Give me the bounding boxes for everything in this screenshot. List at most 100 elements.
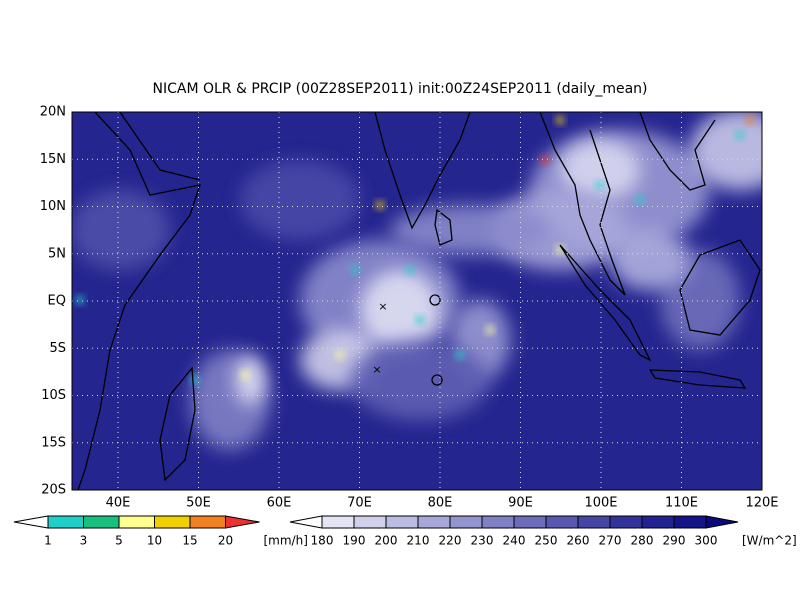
colorbar-box — [321, 515, 355, 529]
colorbar-box — [577, 515, 611, 529]
colorbar-label: 200 — [375, 534, 398, 548]
cloud-area — [360, 270, 440, 350]
cloud-area — [235, 355, 265, 405]
colorbar-label: 190 — [343, 534, 366, 548]
colorbar-label: 15 — [182, 534, 197, 548]
cloud-area — [560, 140, 640, 200]
precip-spot — [336, 351, 344, 359]
map-title: NICAM OLR & PRCIP (00Z28SEP2011) init:00… — [152, 81, 647, 97]
lat-label: 20S — [41, 483, 66, 498]
colorbar-label: 280 — [631, 534, 654, 548]
cloud-area — [690, 112, 762, 190]
lat-label: 10S — [41, 388, 66, 403]
colorbar-box — [353, 515, 387, 529]
colorbar-label: 290 — [663, 534, 686, 548]
precip-spot — [746, 116, 754, 124]
colorbar-unit: [W/m^2] — [742, 534, 797, 548]
colorbar-label: 240 — [503, 534, 526, 548]
colorbar-box — [449, 515, 483, 529]
precip-spot — [541, 156, 549, 164]
lat-label: 20N — [40, 105, 66, 120]
colorbar-end — [705, 515, 739, 529]
map-field: ×× — [72, 112, 762, 490]
colorbar-box — [545, 515, 579, 529]
colorbar-label: 10 — [147, 534, 162, 548]
coastline — [429, 294, 443, 386]
colorbar-box — [609, 515, 643, 529]
precip-spot — [456, 351, 464, 359]
colorbar-label: 260 — [567, 534, 590, 548]
precip-spot — [736, 131, 744, 139]
coastline — [374, 112, 471, 230]
coastline — [434, 208, 453, 246]
lat-label: 15S — [41, 435, 66, 450]
lon-label: 40E — [106, 496, 131, 511]
coastline — [539, 112, 626, 296]
colorbar-label: 220 — [439, 534, 462, 548]
station-marker: × — [378, 300, 387, 313]
lon-label: 110E — [665, 496, 698, 511]
lat-label: 10N — [40, 199, 66, 214]
coastline — [159, 366, 196, 482]
precip-spot — [486, 326, 494, 334]
colorbar-label: 210 — [407, 534, 430, 548]
precip-spot — [376, 201, 384, 209]
map-frame — [71, 111, 763, 491]
precip-spot — [76, 296, 84, 304]
colorbar-label: 3 — [80, 534, 88, 548]
station-marker: × — [372, 363, 381, 376]
colorbar-label: 250 — [535, 534, 558, 548]
colorbar-box — [417, 515, 451, 529]
precip-spot — [556, 116, 564, 124]
precip-spot — [241, 371, 249, 379]
lon-label: 120E — [745, 496, 778, 511]
colorbar-end — [225, 515, 260, 529]
lon-label: 60E — [267, 496, 292, 511]
colorbar-box — [673, 515, 707, 529]
lat-label: 5S — [49, 341, 66, 356]
colorbar-box — [481, 515, 515, 529]
colorbar-box — [154, 515, 191, 529]
cloud-area — [390, 205, 550, 255]
colorbar-box — [513, 515, 547, 529]
precip-spot — [416, 316, 424, 324]
coastline — [648, 369, 747, 389]
lon-label: 100E — [584, 496, 617, 511]
precip-spot — [636, 196, 644, 204]
colorbar-end — [13, 515, 49, 529]
colorbar-label: 180 — [311, 534, 334, 548]
colorbar-box — [189, 515, 226, 529]
colorbar-label: 270 — [599, 534, 622, 548]
colorbar-box — [385, 515, 419, 529]
colorbar-box — [641, 515, 675, 529]
coastline — [77, 112, 201, 490]
cloud-area — [240, 160, 360, 240]
colorbar-unit: [mm/h] — [264, 534, 308, 548]
colorbar-label: 230 — [471, 534, 494, 548]
colorbar-box — [83, 515, 120, 529]
coastline — [639, 112, 716, 191]
colorbar-end — [289, 515, 323, 529]
lat-label: 15N — [40, 152, 66, 167]
coastline — [679, 239, 761, 336]
colorbar-label: 1 — [44, 534, 52, 548]
precip-spot — [596, 181, 604, 189]
coastline — [119, 112, 201, 181]
cloud-area — [610, 230, 690, 290]
colorbar-label: 5 — [115, 534, 123, 548]
lon-label: 90E — [508, 496, 533, 511]
precip-spot — [406, 266, 414, 274]
lat-label: 5N — [48, 246, 66, 261]
colorbar-label: 300 — [695, 534, 718, 548]
lon-label: 50E — [186, 496, 211, 511]
lon-label: 70E — [347, 496, 372, 511]
coastline — [559, 244, 652, 362]
cloud-area — [350, 340, 490, 420]
lon-label: 80E — [428, 496, 453, 511]
colorbar-box — [118, 515, 155, 529]
precip-spot — [351, 266, 359, 274]
cloud-area — [72, 190, 170, 270]
lat-label: EQ — [48, 294, 66, 309]
